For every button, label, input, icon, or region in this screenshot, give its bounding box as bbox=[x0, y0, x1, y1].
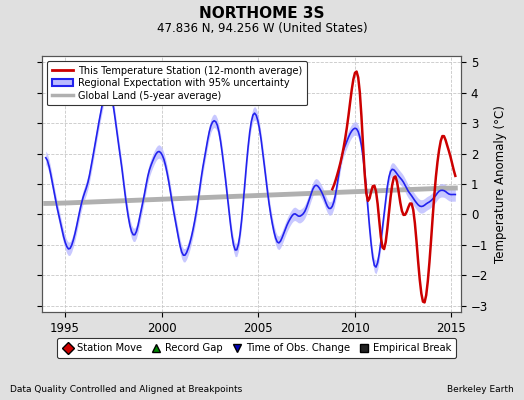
Text: 47.836 N, 94.256 W (United States): 47.836 N, 94.256 W (United States) bbox=[157, 22, 367, 35]
Y-axis label: Temperature Anomaly (°C): Temperature Anomaly (°C) bbox=[494, 105, 507, 263]
Text: NORTHOME 3S: NORTHOME 3S bbox=[199, 6, 325, 21]
Text: Berkeley Earth: Berkeley Earth bbox=[447, 385, 514, 394]
Legend: Station Move, Record Gap, Time of Obs. Change, Empirical Break: Station Move, Record Gap, Time of Obs. C… bbox=[57, 338, 456, 358]
Legend: This Temperature Station (12-month average), Regional Expectation with 95% uncer: This Temperature Station (12-month avera… bbox=[47, 61, 307, 106]
Text: Data Quality Controlled and Aligned at Breakpoints: Data Quality Controlled and Aligned at B… bbox=[10, 385, 243, 394]
